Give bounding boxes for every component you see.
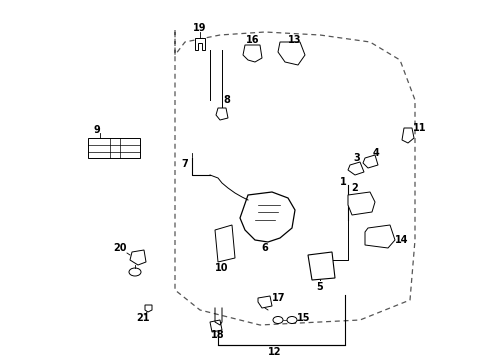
Polygon shape bbox=[258, 296, 272, 308]
Text: 9: 9 bbox=[94, 125, 100, 135]
Polygon shape bbox=[195, 38, 205, 50]
Text: 2: 2 bbox=[352, 183, 358, 193]
Ellipse shape bbox=[129, 268, 141, 276]
Text: 6: 6 bbox=[262, 243, 269, 253]
Text: 10: 10 bbox=[215, 263, 229, 273]
Text: 14: 14 bbox=[395, 235, 409, 245]
Text: 5: 5 bbox=[317, 282, 323, 292]
Text: 18: 18 bbox=[211, 330, 225, 340]
Text: 13: 13 bbox=[288, 35, 302, 45]
Polygon shape bbox=[130, 250, 146, 265]
Text: 21: 21 bbox=[136, 313, 150, 323]
Text: 7: 7 bbox=[182, 159, 188, 169]
Polygon shape bbox=[365, 225, 395, 248]
Text: 8: 8 bbox=[223, 95, 230, 105]
Polygon shape bbox=[145, 305, 152, 312]
Polygon shape bbox=[243, 45, 262, 62]
Text: 19: 19 bbox=[193, 23, 207, 33]
Polygon shape bbox=[363, 155, 378, 168]
Text: 3: 3 bbox=[354, 153, 360, 163]
Polygon shape bbox=[348, 192, 375, 215]
Polygon shape bbox=[216, 108, 228, 120]
Text: 12: 12 bbox=[268, 347, 282, 357]
Polygon shape bbox=[278, 42, 305, 65]
Text: 4: 4 bbox=[372, 148, 379, 158]
Ellipse shape bbox=[273, 316, 283, 324]
Polygon shape bbox=[348, 162, 364, 175]
Polygon shape bbox=[402, 128, 414, 143]
Text: 15: 15 bbox=[297, 313, 311, 323]
Polygon shape bbox=[240, 192, 295, 242]
Polygon shape bbox=[308, 252, 335, 280]
Polygon shape bbox=[215, 225, 235, 262]
Polygon shape bbox=[88, 138, 140, 158]
Text: 17: 17 bbox=[272, 293, 286, 303]
Text: 11: 11 bbox=[413, 123, 426, 133]
Text: 20: 20 bbox=[113, 243, 127, 253]
Polygon shape bbox=[210, 320, 222, 332]
Text: 16: 16 bbox=[246, 35, 260, 45]
Text: 1: 1 bbox=[340, 177, 346, 187]
Ellipse shape bbox=[287, 316, 297, 324]
